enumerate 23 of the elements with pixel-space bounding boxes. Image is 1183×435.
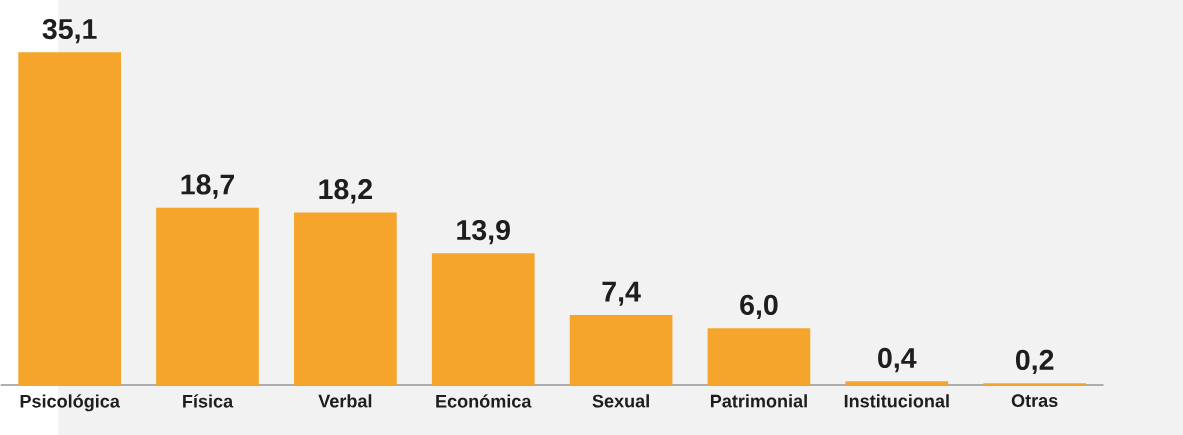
x-tick-label: Psicológica <box>20 394 120 412</box>
x-tick-label: Sexual <box>592 394 649 408</box>
bar <box>431 253 535 385</box>
data-label: 0,2 <box>1015 349 1054 374</box>
x-tick-label: Patrimonial <box>710 394 807 408</box>
x-tick-label: Física <box>183 394 234 408</box>
bar <box>707 327 811 385</box>
data-label: 13,9 <box>457 219 510 244</box>
bar <box>569 314 673 385</box>
bar <box>294 212 397 385</box>
bar <box>18 52 121 385</box>
data-label: 18,2 <box>319 178 372 204</box>
data-label: 35,1 <box>42 18 97 44</box>
x-tick-label: Institucional <box>844 394 949 408</box>
x-tick-label: Verbal <box>318 394 372 408</box>
data-label: 7,4 <box>602 281 641 306</box>
x-tick-label: Otras <box>1011 394 1058 407</box>
bar <box>156 207 259 385</box>
bar <box>845 381 949 385</box>
x-tick-label: Económica <box>436 394 532 408</box>
data-label: 0,4 <box>878 347 917 372</box>
data-label: 18,7 <box>181 174 235 199</box>
data-label: 6,0 <box>740 294 778 319</box>
